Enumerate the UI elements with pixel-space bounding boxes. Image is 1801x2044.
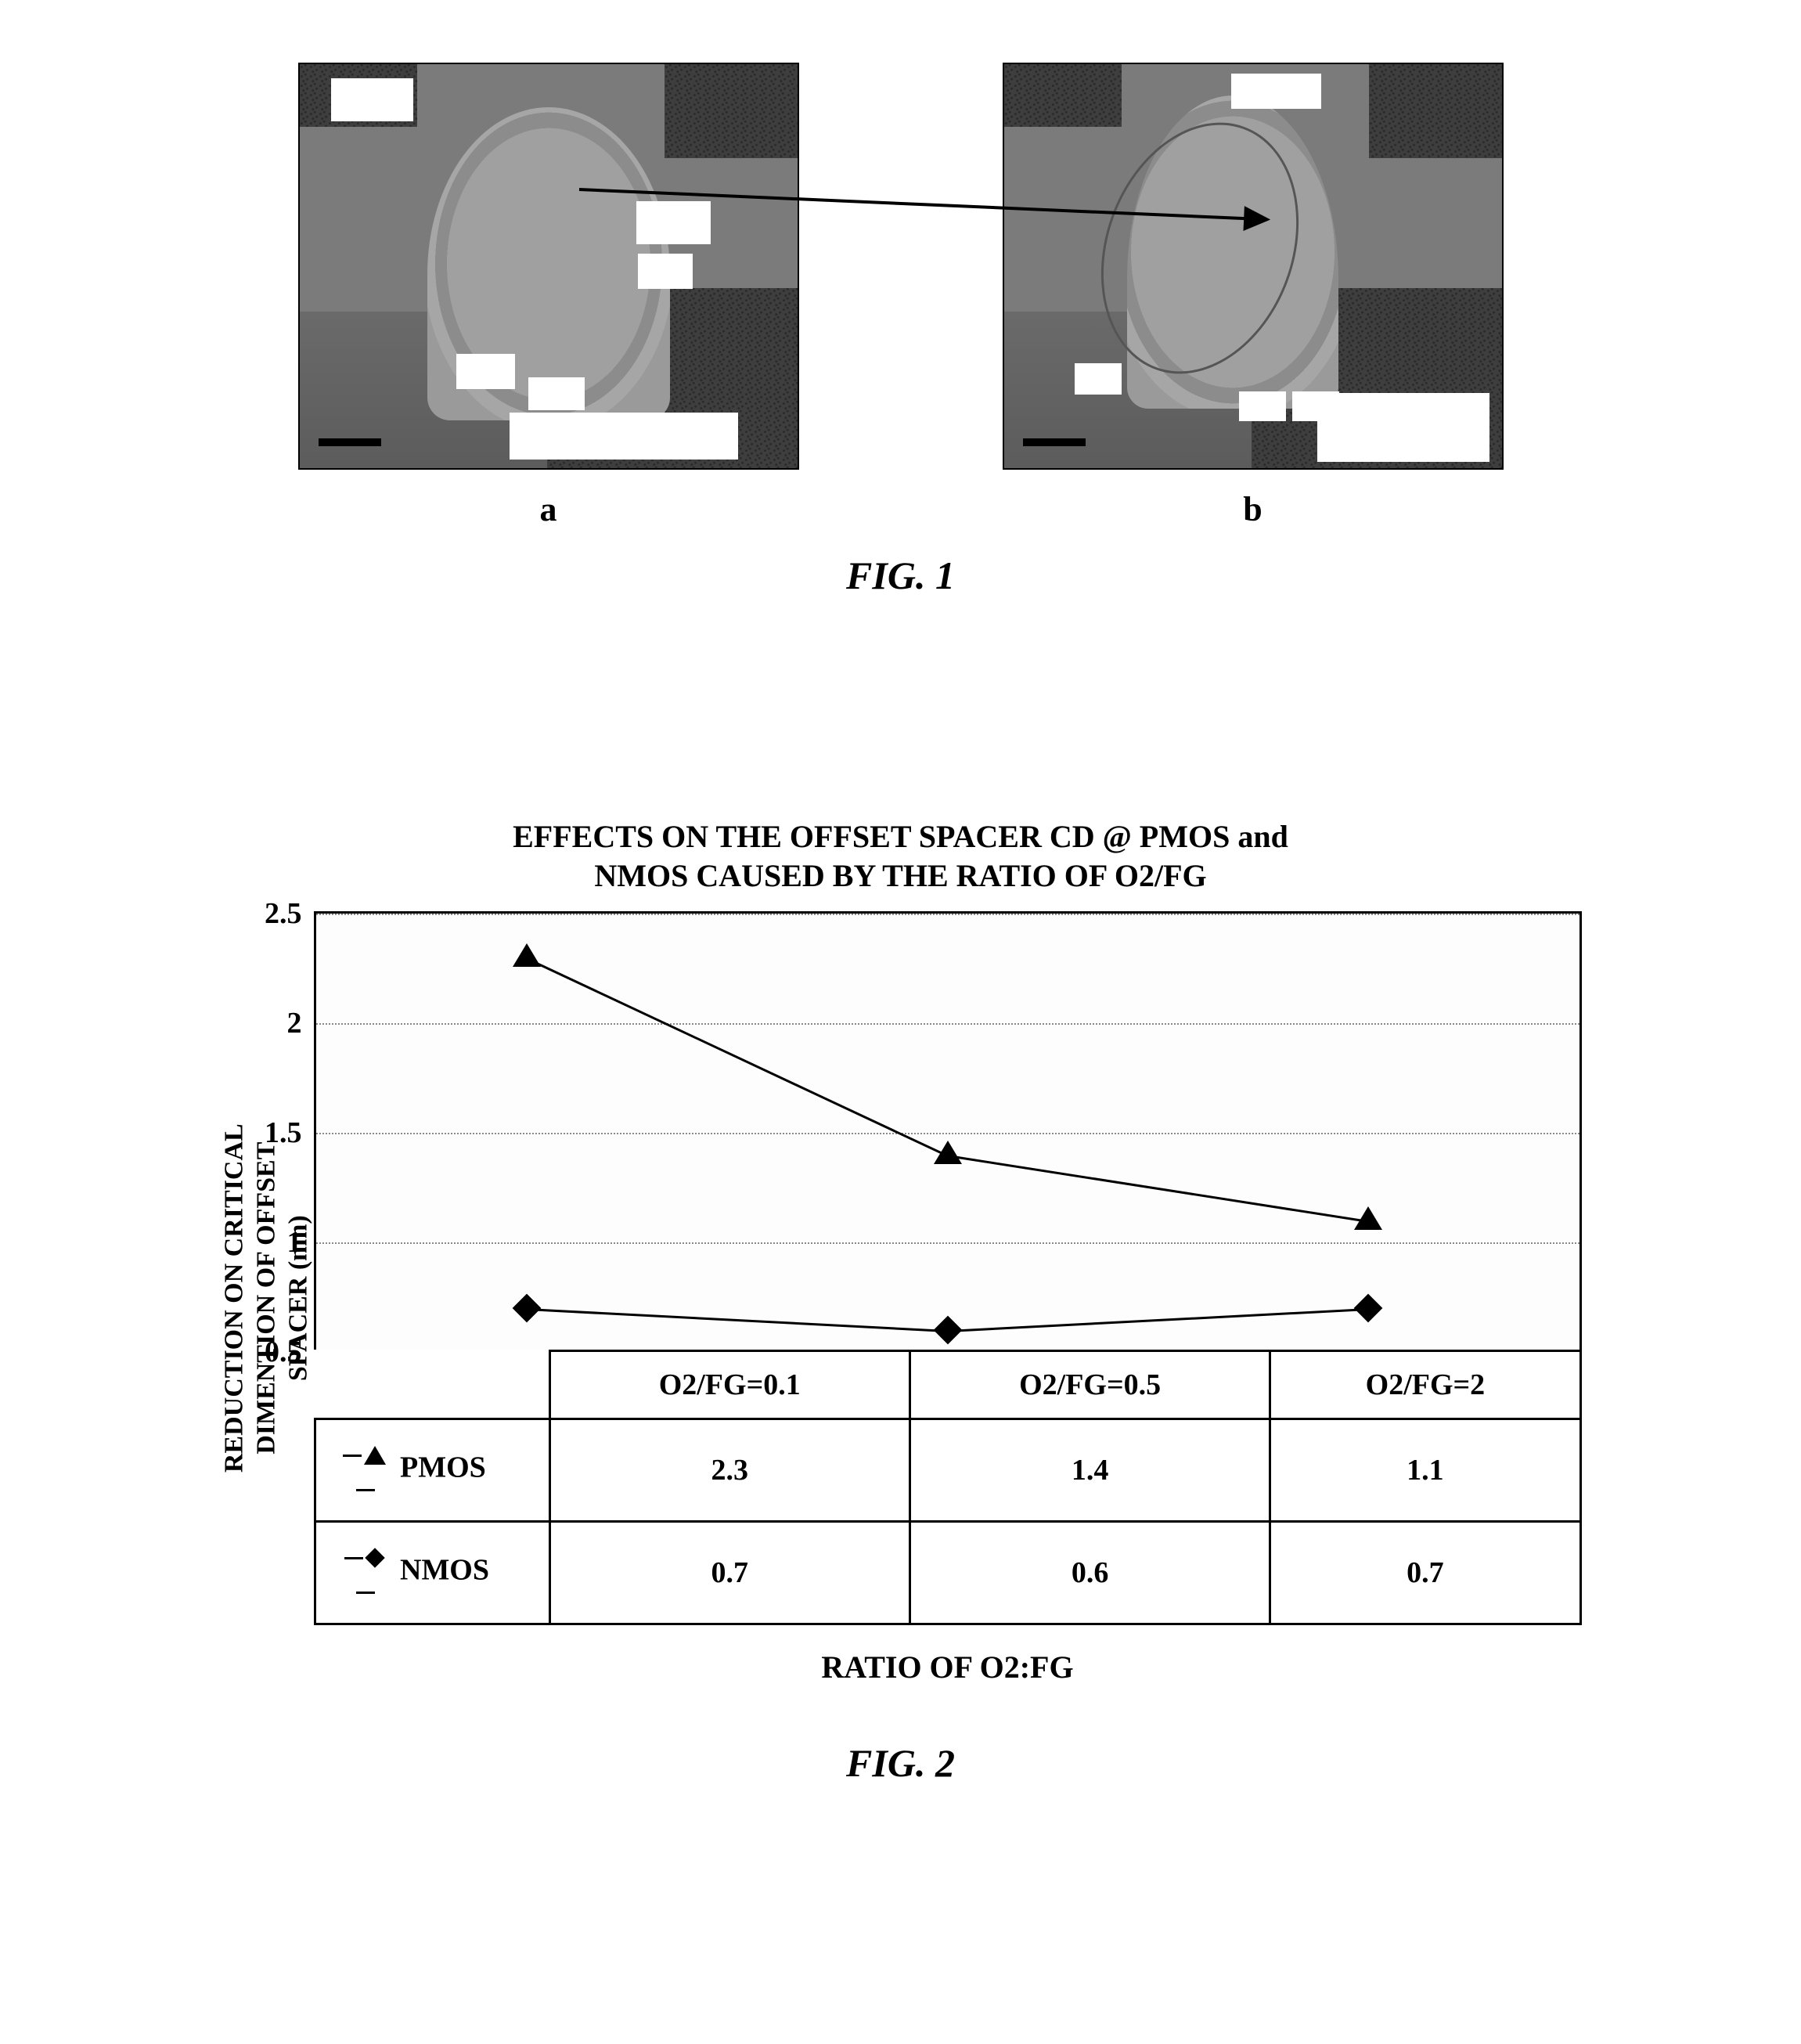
triangle-marker — [513, 943, 541, 967]
table-cell: 0.7 — [1270, 1522, 1580, 1624]
plot-area: 0.511.522.5 — [314, 911, 1582, 1350]
gridline — [316, 1023, 1579, 1025]
legend-label: NMOS — [400, 1554, 489, 1587]
table-cell: 1.1 — [1270, 1419, 1580, 1522]
scale-bar — [319, 438, 381, 446]
figure-2-body: REDUCTION ON CRITICAL DIMENTION OF OFFSE… — [220, 911, 1582, 1685]
diamond-marker — [1354, 1294, 1383, 1323]
fig1-sublabel-b: b — [1003, 489, 1504, 529]
gridline — [316, 914, 1579, 915]
legend-marker-icon — [338, 1436, 393, 1505]
figure-2: EFFECTS ON THE OFFSET SPACER CD @ PMOS a… — [157, 817, 1644, 1685]
fig1-panel-a: a — [298, 63, 799, 529]
series-line — [526, 957, 948, 1157]
legend-cell: PMOS — [315, 1419, 549, 1522]
y-axis-label: REDUCTION ON CRITICAL DIMENTION OF OFFSE… — [218, 1124, 314, 1473]
x-axis-label: RATIO OF O2:FG — [314, 1649, 1582, 1685]
chart-title: EFFECTS ON THE OFFSET SPACER CD @ PMOS a… — [513, 817, 1288, 896]
chart-title-line: EFFECTS ON THE OFFSET SPACER CD @ PMOS a… — [513, 819, 1288, 854]
table-cell: 1.4 — [910, 1419, 1270, 1522]
triangle-marker — [934, 1141, 962, 1164]
table-cell: 2.3 — [549, 1419, 910, 1522]
ytick-label: 0.5 — [265, 1335, 302, 1369]
callout-box — [638, 254, 693, 289]
ytick-label: 1.5 — [265, 1116, 302, 1150]
figure-2-caption: FIG. 2 — [157, 1740, 1644, 1786]
table-row: PMOS 2.31.41.1 — [315, 1419, 1580, 1522]
triangle-marker — [1354, 1206, 1382, 1230]
ytick-label: 2 — [287, 1006, 302, 1040]
callout-box — [1317, 393, 1489, 462]
ytick-label: 1 — [287, 1225, 302, 1260]
table-header-row: O2/FG=0.1 O2/FG=0.5 O2/FG=2 — [315, 1351, 1580, 1419]
callout-box — [1239, 391, 1286, 421]
table-cell: 0.6 — [910, 1522, 1270, 1624]
series-line — [947, 1308, 1368, 1332]
table-header-cell: O2/FG=2 — [1270, 1351, 1580, 1419]
gridline — [316, 1133, 1579, 1134]
diamond-marker — [513, 1294, 542, 1323]
gridline — [316, 1242, 1579, 1244]
diamond-marker — [933, 1316, 962, 1345]
callout-box — [1231, 74, 1321, 109]
table-header-cell: O2/FG=0.1 — [549, 1351, 910, 1419]
micrograph-a — [298, 63, 799, 470]
scale-bar — [1023, 438, 1086, 446]
table-body: PMOS 2.31.41.1 NMOS 0.70.60.7 — [315, 1419, 1580, 1624]
data-table: O2/FG=0.1 O2/FG=0.5 O2/FG=2 PMOS 2.31.41.… — [314, 1350, 1582, 1625]
fig1-sublabel-a: a — [298, 489, 799, 529]
speckle-region — [665, 64, 798, 158]
micrograph-b — [1003, 63, 1504, 470]
callout-box — [1075, 363, 1122, 395]
chart-title-line: NMOS CAUSED BY THE RATIO OF O2/FG — [594, 858, 1206, 893]
ytick-label: 2.5 — [265, 896, 302, 931]
callout-box — [528, 377, 585, 410]
callout-box — [456, 354, 515, 389]
speckle-region — [1004, 64, 1122, 127]
speckle-region — [1369, 64, 1502, 158]
legend-cell: NMOS — [315, 1522, 549, 1624]
ylabel-line: DIMENTION OF OFFSET — [251, 1142, 280, 1455]
table-cell: 0.7 — [549, 1522, 910, 1624]
table-corner — [315, 1351, 549, 1419]
callout-box — [331, 78, 413, 121]
callout-box — [510, 413, 738, 460]
legend-marker-icon — [338, 1538, 393, 1607]
series-line — [947, 1155, 1368, 1223]
series-line — [527, 1308, 948, 1332]
figure-1-caption: FIG. 1 — [157, 553, 1644, 598]
ylabel-line: REDUCTION ON CRITICAL — [219, 1124, 248, 1473]
legend-label: PMOS — [400, 1451, 486, 1484]
table-row: NMOS 0.70.60.7 — [315, 1522, 1580, 1624]
fig1-panel-b: b — [1003, 63, 1504, 529]
figure-1: a b — [157, 63, 1644, 529]
chart-and-table: 0.511.522.5 O2/FG=0.1 O2/FG=0.5 O2/FG=2 … — [314, 911, 1582, 1685]
callout-box — [636, 201, 711, 244]
table-header-cell: O2/FG=0.5 — [910, 1351, 1270, 1419]
